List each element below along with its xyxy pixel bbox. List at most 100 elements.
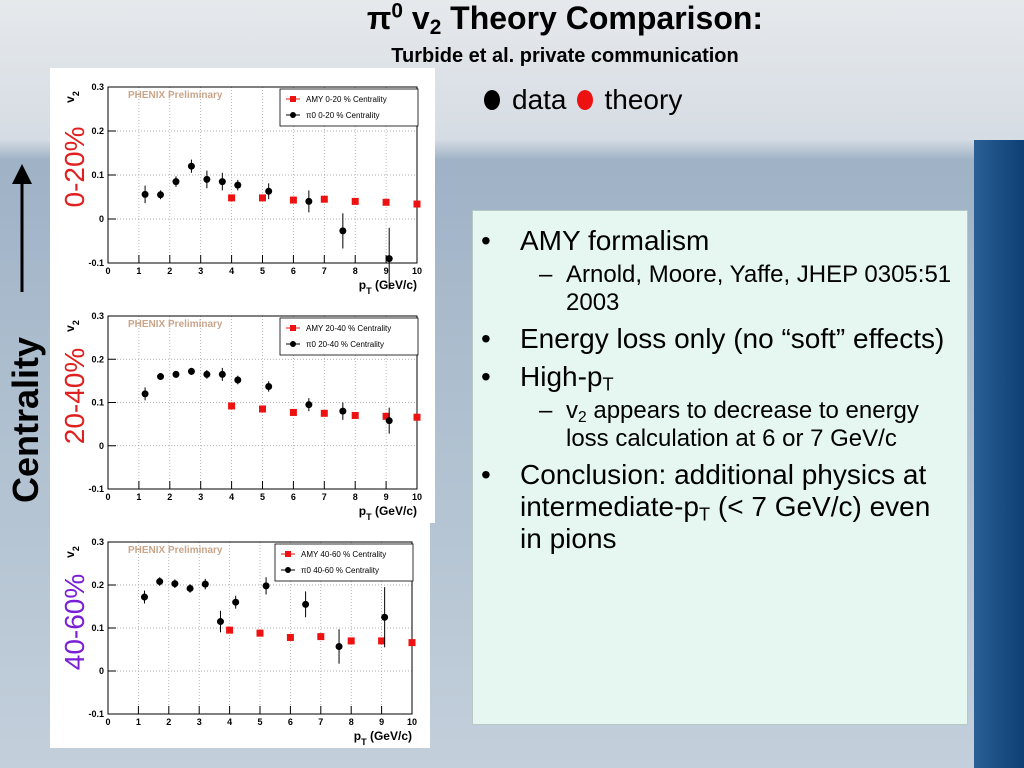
y-tick-label: 0 (99, 214, 104, 224)
x-tick-label: 7 (322, 266, 327, 276)
point (378, 637, 386, 645)
bullet: AMY formalism (473, 225, 957, 257)
watermark: PHENIX Preliminary (128, 545, 223, 556)
bullet-box: AMY formalism Arnold, Moore, Yaffe, JHEP … (472, 210, 968, 725)
text-run: Theory Comparison: (441, 0, 764, 36)
subscript: T (698, 504, 711, 525)
point (186, 584, 194, 592)
text-run: π (366, 0, 392, 36)
point (226, 626, 234, 634)
y-tick-label: 0 (99, 441, 104, 451)
y-tick-label: 0 (99, 666, 104, 676)
text-run: p (359, 504, 366, 518)
bullet: v2 appears to decrease to energy loss ca… (473, 397, 957, 453)
legend-dot (484, 90, 500, 110)
text-run: (GeV/c) (372, 504, 417, 518)
legend-box (279, 317, 419, 356)
y-tick-label: -0.1 (88, 484, 104, 494)
legend-label: π0 40-60 % Centrality (301, 566, 379, 575)
point (232, 598, 240, 606)
point (172, 178, 180, 186)
legend-marker (290, 325, 296, 331)
y-tick-label: 0.2 (91, 354, 104, 364)
x-tick-label: 1 (136, 266, 141, 276)
y-axis-label: v2 (63, 320, 81, 332)
slide-subtitle: Turbide et al. private communication (391, 45, 739, 67)
legend-dot (576, 90, 593, 110)
subscript: T (366, 512, 372, 522)
x-tick-label: 6 (288, 717, 293, 727)
legend-label: AMY 40-60 % Centrality (301, 550, 386, 559)
point (302, 600, 310, 608)
legend-label: π0 20-40 % Centrality (306, 340, 384, 349)
x-tick-label: 8 (349, 717, 354, 727)
subscript: 2 (71, 546, 81, 551)
point (157, 191, 165, 199)
plot-frame (107, 315, 418, 490)
point (141, 390, 149, 398)
panel-label: 40-60% (59, 574, 90, 671)
x-tick-label: 10 (412, 492, 422, 502)
text-run: appears to decrease to energy loss calcu… (566, 397, 919, 452)
x-tick-label: 1 (136, 492, 141, 502)
point (216, 618, 224, 626)
plot-frame (107, 541, 413, 715)
text-run: v (63, 96, 77, 103)
point (228, 194, 236, 202)
point (286, 633, 294, 641)
text-run: p (359, 278, 366, 292)
x-tick-label: 4 (229, 266, 234, 276)
text-run: High-p (520, 361, 603, 392)
x-tick-label: 6 (291, 492, 296, 502)
point (339, 407, 347, 415)
superscript: 0 (391, 0, 403, 23)
point (317, 633, 325, 641)
text-run: v (566, 397, 578, 424)
subscript: T (366, 286, 372, 296)
y-tick-label: -0.1 (88, 258, 104, 268)
point (413, 413, 421, 421)
subscript: T (361, 737, 367, 747)
text-run: v (63, 325, 77, 332)
legend-box (279, 88, 419, 127)
point (259, 194, 266, 202)
point (234, 181, 242, 189)
legend-label: AMY 20-40 % Centrality (306, 324, 391, 333)
point (256, 629, 264, 637)
point (203, 175, 211, 183)
point (201, 580, 209, 588)
point (172, 370, 180, 378)
subscript: 2 (578, 408, 587, 426)
text-run: AMY formalism (520, 225, 710, 256)
y-tick-label: 0.2 (91, 580, 104, 590)
slide-legend: data theory (474, 84, 682, 116)
x-tick-label: 7 (318, 717, 323, 727)
text-run: Arnold, Moore, Yaffe, JHEP 0305:51 2003 (566, 261, 952, 316)
side-label: Centrality (5, 337, 46, 503)
legend-label: π0 0-20 % Centrality (306, 111, 380, 120)
panel-label: 20-40% (59, 348, 90, 445)
x-tick-label: 9 (384, 266, 389, 276)
text-run: v (63, 551, 77, 558)
x-tick-label: 10 (407, 717, 417, 727)
text-run: (< 7 GeV/c) even in pions (520, 491, 931, 554)
x-tick-label: 3 (198, 266, 203, 276)
point (259, 405, 266, 413)
point (228, 402, 236, 410)
x-tick-label: 8 (353, 492, 358, 502)
x-tick-label: 6 (291, 266, 296, 276)
y-tick-label: 0.1 (91, 623, 104, 633)
watermark: PHENIX Preliminary (128, 90, 223, 101)
x-tick-label: 3 (198, 492, 203, 502)
bullet: High-pT (473, 361, 957, 394)
point (335, 642, 343, 650)
point (382, 198, 390, 206)
subscript: 2 (429, 16, 442, 40)
x-tick-label: 5 (257, 717, 262, 727)
legend-box (274, 543, 414, 582)
point (385, 255, 393, 263)
point (187, 162, 195, 170)
